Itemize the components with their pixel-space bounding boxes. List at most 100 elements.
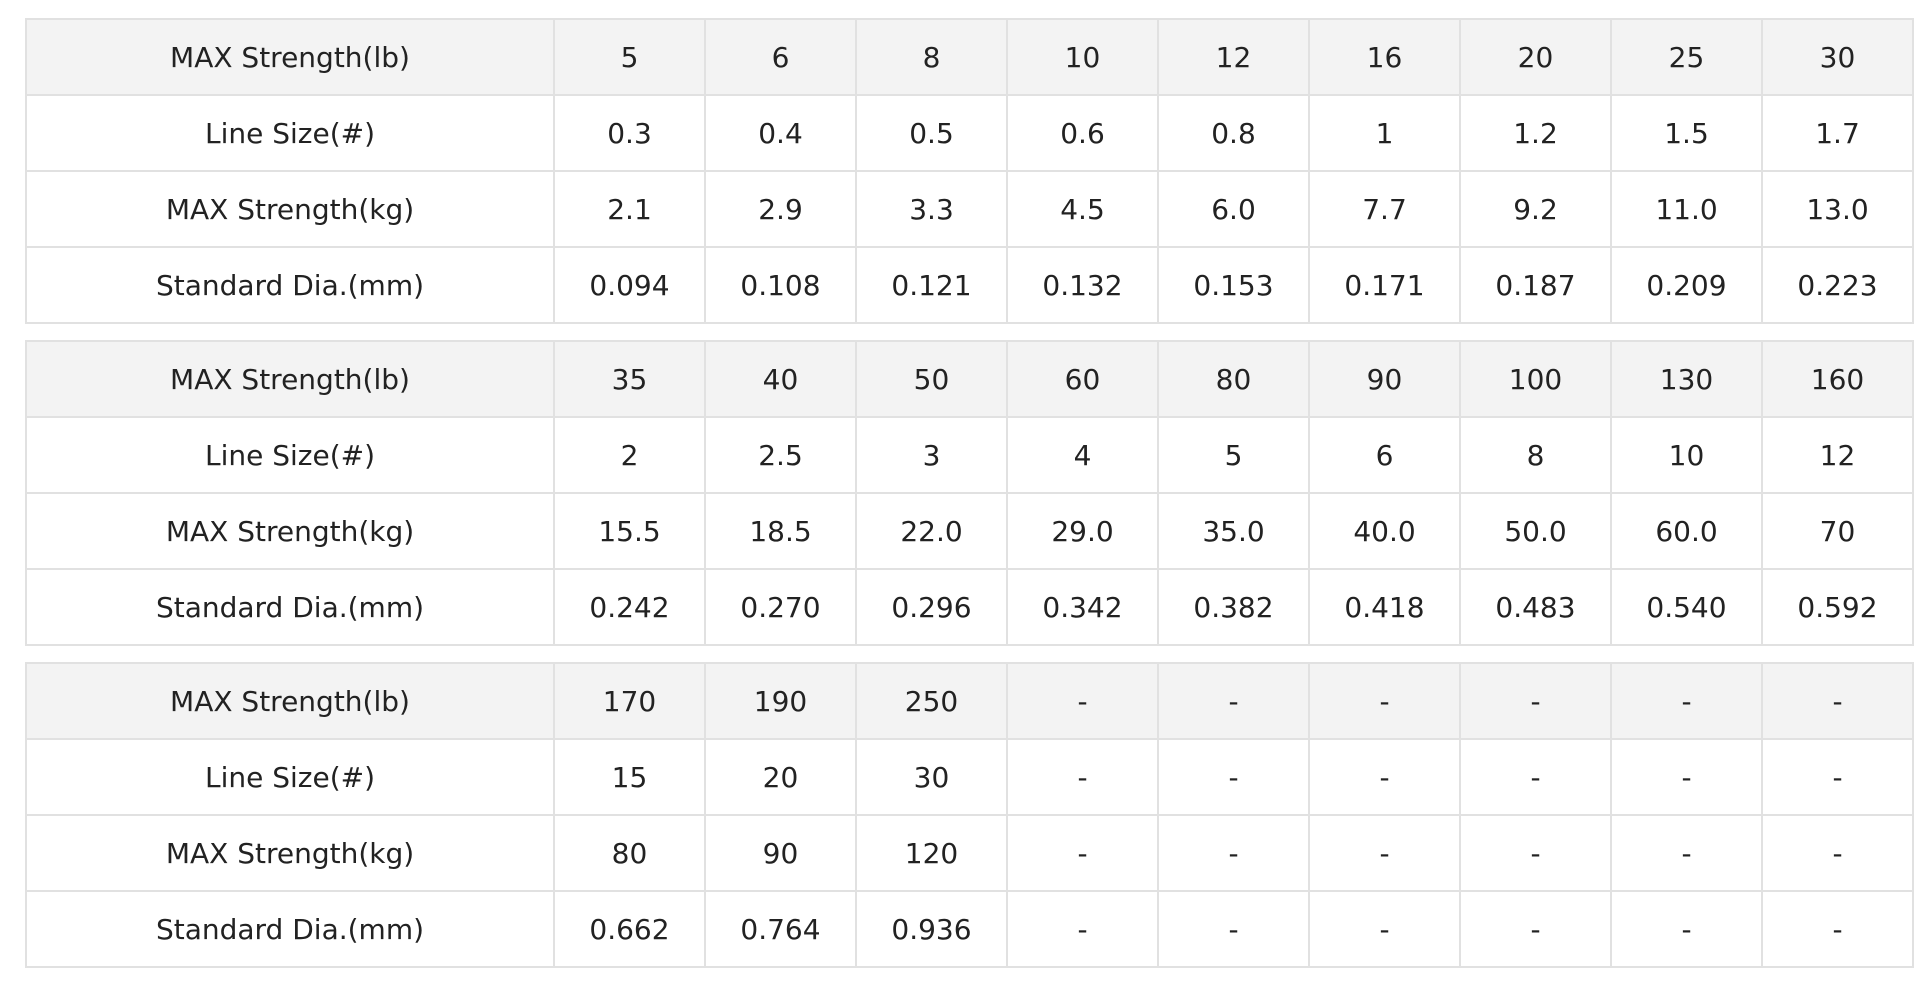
table-row-line-size: Line Size(#) 2 2.5 3 4 5 6 8 10 12	[25, 416, 1914, 494]
table-cell: 6	[1308, 416, 1461, 494]
table-cell: 2.9	[704, 170, 857, 248]
table-row-max-strength-kg: MAX Strength(kg) 2.1 2.9 3.3 4.5 6.0 7.7…	[25, 170, 1914, 248]
spec-table-2: MAX Strength(lb) 35 40 50 60 80 90 100 1…	[25, 340, 1914, 646]
table-cell: 90	[1308, 340, 1461, 418]
row-label: Line Size(#)	[25, 738, 555, 816]
table-row-max-strength-lb: MAX Strength(lb) 5 6 8 10 12 16 20 25 30	[25, 18, 1914, 96]
table-cell: -	[1459, 662, 1612, 740]
table-cell: -	[1308, 814, 1461, 892]
table-cell: 15.5	[553, 492, 706, 570]
table-cell: 0.223	[1761, 246, 1914, 324]
table-cell: 0.108	[704, 246, 857, 324]
table-cell: 18.5	[704, 492, 857, 570]
table-cell: 0.094	[553, 246, 706, 324]
table-cell: 0.936	[855, 890, 1008, 968]
table-cell: 0.592	[1761, 568, 1914, 646]
table-cell: -	[1761, 890, 1914, 968]
table-cell: -	[1459, 814, 1612, 892]
table-cell: -	[1157, 814, 1310, 892]
table-row-max-strength-lb: MAX Strength(lb) 35 40 50 60 80 90 100 1…	[25, 340, 1914, 418]
table-cell: -	[1308, 890, 1461, 968]
table-cell: 10	[1006, 18, 1159, 96]
table-cell: -	[1610, 890, 1763, 968]
table-cell: -	[1006, 662, 1159, 740]
table-cell: 30	[1761, 18, 1914, 96]
row-label: MAX Strength(lb)	[25, 340, 555, 418]
table-cell: 0.242	[553, 568, 706, 646]
table-cell: -	[1308, 738, 1461, 816]
table-cell: 0.5	[855, 94, 1008, 172]
table-cell: -	[1761, 662, 1914, 740]
table-cell: -	[1610, 662, 1763, 740]
table-cell: 0.209	[1610, 246, 1763, 324]
table-cell: 0.483	[1459, 568, 1612, 646]
table-cell: 9.2	[1459, 170, 1612, 248]
table-cell: 0.6	[1006, 94, 1159, 172]
table-cell: 0.3	[553, 94, 706, 172]
table-cell: 2	[553, 416, 706, 494]
table-cell: 0.187	[1459, 246, 1612, 324]
table-cell: 25	[1610, 18, 1763, 96]
table-cell: 1.5	[1610, 94, 1763, 172]
table-cell: 120	[855, 814, 1008, 892]
table-cell: 6.0	[1157, 170, 1310, 248]
row-label: MAX Strength(lb)	[25, 18, 555, 96]
table-cell: 1.7	[1761, 94, 1914, 172]
table-cell: -	[1610, 814, 1763, 892]
table-cell: 12	[1761, 416, 1914, 494]
table-cell: 5	[553, 18, 706, 96]
table-cell: -	[1761, 814, 1914, 892]
table-cell: -	[1006, 814, 1159, 892]
table-cell: 160	[1761, 340, 1914, 418]
table-row-standard-dia: Standard Dia.(mm) 0.242 0.270 0.296 0.34…	[25, 568, 1914, 646]
row-label: MAX Strength(kg)	[25, 492, 555, 570]
table-cell: 4	[1006, 416, 1159, 494]
table-cell: 8	[1459, 416, 1612, 494]
row-label: MAX Strength(lb)	[25, 662, 555, 740]
table-cell: 0.342	[1006, 568, 1159, 646]
table-cell: 1.2	[1459, 94, 1612, 172]
table-cell: 0.171	[1308, 246, 1461, 324]
table-cell: 20	[704, 738, 857, 816]
table-cell: -	[1308, 662, 1461, 740]
table-cell: 2.1	[553, 170, 706, 248]
table-cell: 10	[1610, 416, 1763, 494]
row-label: Standard Dia.(mm)	[25, 246, 555, 324]
table-cell: -	[1610, 738, 1763, 816]
table-cell: 22.0	[855, 492, 1008, 570]
table-cell: 29.0	[1006, 492, 1159, 570]
table-cell: 50.0	[1459, 492, 1612, 570]
table-cell: 50	[855, 340, 1008, 418]
table-cell: 60	[1006, 340, 1159, 418]
table-cell: 80	[553, 814, 706, 892]
table-cell: 8	[855, 18, 1008, 96]
table-cell: -	[1761, 738, 1914, 816]
table-cell: -	[1459, 738, 1612, 816]
table-cell: -	[1006, 738, 1159, 816]
table-cell: 3	[855, 416, 1008, 494]
table-cell: 0.764	[704, 890, 857, 968]
table-cell: -	[1006, 890, 1159, 968]
table-cell: 0.153	[1157, 246, 1310, 324]
table-cell: 0.8	[1157, 94, 1310, 172]
table-cell: -	[1157, 662, 1310, 740]
table-cell: 60.0	[1610, 492, 1763, 570]
table-row-standard-dia: Standard Dia.(mm) 0.662 0.764 0.936 - - …	[25, 890, 1914, 968]
table-cell: 130	[1610, 340, 1763, 418]
row-label: MAX Strength(kg)	[25, 814, 555, 892]
table-cell: 15	[553, 738, 706, 816]
table-cell: 1	[1308, 94, 1461, 172]
table-cell: 0.4	[704, 94, 857, 172]
table-cell: 90	[704, 814, 857, 892]
table-cell: -	[1459, 890, 1612, 968]
table-cell: -	[1157, 738, 1310, 816]
table-cell: 3.3	[855, 170, 1008, 248]
table-cell: 20	[1459, 18, 1612, 96]
table-cell: 5	[1157, 416, 1310, 494]
table-cell: 0.296	[855, 568, 1008, 646]
row-label: Standard Dia.(mm)	[25, 890, 555, 968]
table-cell: 70	[1761, 492, 1914, 570]
table-cell: 35.0	[1157, 492, 1310, 570]
row-label: MAX Strength(kg)	[25, 170, 555, 248]
table-cell: 100	[1459, 340, 1612, 418]
